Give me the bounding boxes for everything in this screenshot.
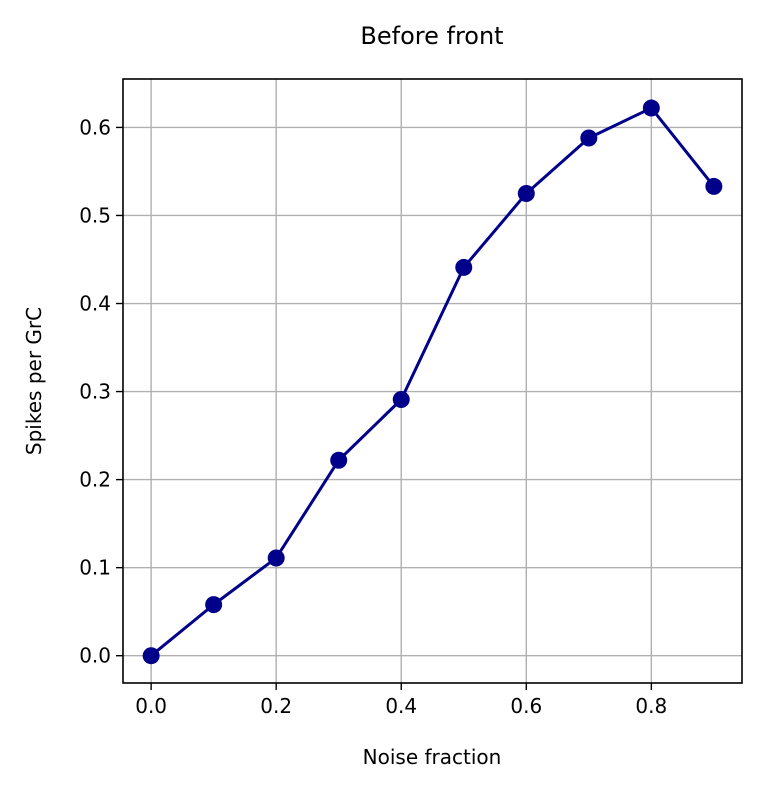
x-tick-label: 0.2: [260, 694, 292, 718]
x-tick-label: 0.4: [385, 694, 417, 718]
chart-title: Before front: [360, 22, 503, 50]
data-point: [330, 451, 348, 469]
grid: [123, 79, 742, 683]
data-point: [205, 596, 223, 614]
data-point: [142, 647, 160, 665]
data-point: [455, 258, 473, 276]
x-axis-label: Noise fraction: [363, 745, 502, 769]
x-axis: 0.0 0.2 0.4 0.6 0.8: [135, 683, 667, 718]
y-tick-label: 0.4: [79, 292, 111, 316]
data-point: [392, 390, 410, 408]
x-tick-label: 0.8: [635, 694, 667, 718]
y-axis-label: Spikes per GrC: [22, 307, 46, 455]
y-axis: 0.0 0.1 0.2 0.3 0.4 0.5 0.6: [79, 115, 123, 668]
data-point: [267, 549, 285, 567]
plot-frame: [122, 78, 743, 684]
x-tick-label: 0.0: [135, 694, 167, 718]
data-point: [517, 184, 535, 202]
data-point: [642, 99, 660, 117]
y-tick-label: 0.5: [79, 203, 111, 227]
data-point: [705, 177, 723, 195]
series-line: [150, 106, 716, 657]
y-tick-label: 0.1: [79, 556, 111, 580]
x-tick-label: 0.6: [510, 694, 542, 718]
y-tick-label: 0.0: [79, 644, 111, 668]
data-point: [580, 129, 598, 147]
data-layer: [142, 99, 723, 665]
y-tick-label: 0.3: [79, 380, 111, 404]
y-tick-label: 0.6: [79, 115, 111, 139]
y-tick-label: 0.2: [79, 468, 111, 492]
